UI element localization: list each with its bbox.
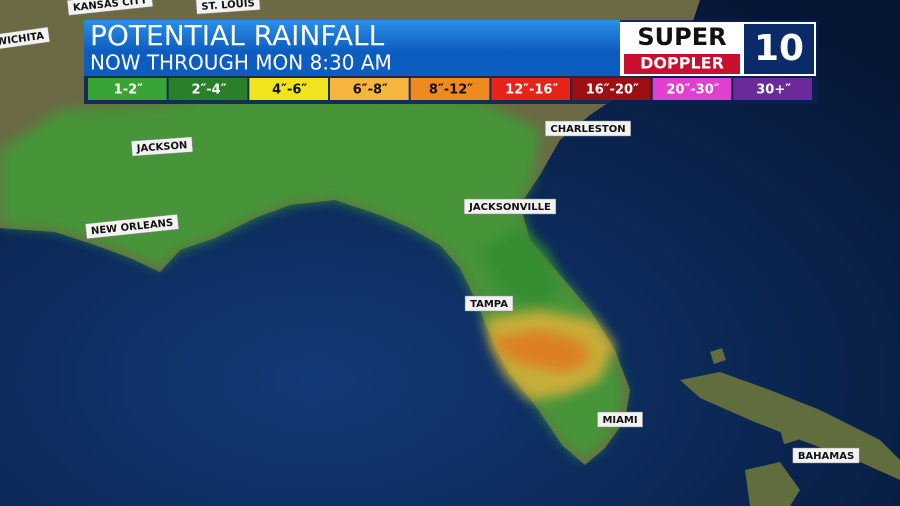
logo-super: SUPER (637, 23, 726, 51)
legend-swatch (491, 78, 570, 100)
city-label: BAHAMAS (792, 447, 860, 464)
subtitle-band (84, 52, 620, 76)
island (745, 462, 800, 506)
legend-swatch (572, 78, 651, 100)
legend-label: 30+″ (756, 83, 791, 98)
island (780, 426, 798, 444)
city-label-box (0, 26, 51, 51)
rain-orange (495, 330, 592, 372)
city-name: ST. LOUIS (201, 0, 255, 13)
legend-label: 20″-30″ (666, 83, 719, 98)
legend-label: 16″-20″ (586, 83, 639, 98)
city-name: JACKSON (135, 140, 187, 155)
rain-dark-green (480, 228, 560, 305)
city-label-box (85, 213, 180, 240)
city-label: TAMPA (464, 295, 514, 312)
city-label-box (545, 120, 631, 137)
legend-swatch (168, 78, 248, 100)
city-name: CHARLESTON (550, 124, 625, 135)
logo-doppler-band (624, 54, 740, 74)
city-label: JACKSON (131, 136, 194, 157)
city-label-box (131, 136, 194, 157)
legend-label: 1-2″ (114, 83, 143, 98)
city-name: BAHAMAS (798, 451, 854, 462)
legend-swatch (652, 78, 732, 100)
city-name: TAMPA (470, 299, 508, 310)
legend: 1-2″ 2″-4″ 4″-6″ 6″-8″ 8″-12″ 12″-16″ 16″-20″ 2… (88, 78, 812, 100)
city-name: MIAMI (602, 415, 637, 426)
subtitle: NOW THROUGH MON 8:30 AM (90, 51, 392, 75)
legend-swatch (410, 78, 490, 100)
city-label-box (792, 447, 860, 464)
legend-swatch (330, 78, 409, 100)
logo-ten-box (744, 24, 814, 74)
legend-swatch (88, 78, 167, 100)
city-label-box (195, 0, 261, 15)
legend-label: 6″-8″ (353, 83, 388, 98)
city-label: MIAMI (597, 411, 643, 428)
legend-swatch (249, 78, 328, 100)
rain-green (0, 90, 625, 460)
city-label: ST. LOUIS (195, 0, 261, 15)
city-label: WICHITA (0, 26, 51, 51)
legend-swatch (733, 78, 812, 100)
logo-doppler: DOPPLER (640, 54, 724, 73)
city-label: JACKSONVILLE (463, 198, 557, 215)
city-label-box (66, 0, 154, 16)
city-label-box (597, 411, 643, 428)
city-label-box (463, 198, 557, 215)
island (710, 348, 726, 364)
city-label: CHARLESTON (545, 120, 631, 137)
legend-label: 8″-12″ (429, 83, 473, 98)
legend-label: 2″-4″ (191, 83, 226, 98)
city-label-box (464, 295, 514, 312)
city-name: JACKSONVILLE (468, 202, 551, 213)
legend-label: 4″-6″ (272, 83, 307, 98)
title: POTENTIAL RAINFALL (90, 19, 385, 52)
title-band (84, 20, 620, 52)
logo-number: 10 (754, 28, 804, 69)
legend-label: 12″-16″ (505, 83, 558, 98)
